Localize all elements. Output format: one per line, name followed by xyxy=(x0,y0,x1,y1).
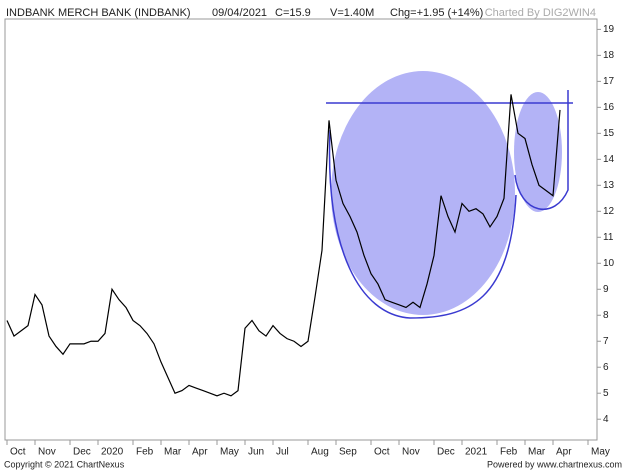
x-tick-label: Feb xyxy=(136,447,154,458)
x-tick-label: Dec xyxy=(73,447,91,458)
x-tick-label: Oct xyxy=(374,447,390,458)
y-tick-label: 19 xyxy=(603,24,615,35)
x-tick-label: 2020 xyxy=(101,447,124,458)
annotation-curve xyxy=(514,90,569,210)
price-line xyxy=(6,94,561,397)
y-tick-label: 11 xyxy=(603,232,614,243)
y-tick-label: 10 xyxy=(603,258,615,269)
x-tick-label: Nov xyxy=(402,447,420,458)
x-tick-label: Oct xyxy=(10,447,26,458)
header-change: Chg=+1.95 (+14%) xyxy=(390,7,483,19)
footer-left: Copyright © 2021 ChartNexus xyxy=(4,459,125,469)
y-tick-label: 17 xyxy=(603,76,615,87)
annotations xyxy=(326,71,573,319)
x-tick-label: Sep xyxy=(339,447,357,458)
x-tick-label: Dec xyxy=(437,447,455,458)
header-date: 09/04/2021 xyxy=(212,7,267,19)
x-tick-label: May xyxy=(220,447,239,458)
chart-title: INDBANK MERCH BANK (INDBANK) xyxy=(6,7,191,19)
x-tick-label: Apr xyxy=(556,447,572,458)
x-tick-label: Mar xyxy=(164,447,182,458)
footer-right: Powered by www.chartnexus.com xyxy=(487,459,622,469)
y-tick-label: 18 xyxy=(603,50,615,61)
y-tick-label: 8 xyxy=(603,310,609,321)
y-tick-label: 6 xyxy=(603,362,609,373)
header-close: C=15.9 xyxy=(275,7,311,19)
x-tick-label: Feb xyxy=(500,447,518,458)
y-tick-label: 13 xyxy=(603,180,615,191)
x-tick-label: Nov xyxy=(38,447,56,458)
x-tick-label: May xyxy=(591,447,610,458)
x-tick-label: 2021 xyxy=(465,447,488,458)
annotation-circle xyxy=(514,92,562,212)
y-tick-label: 7 xyxy=(603,336,609,347)
y-tick-label: 4 xyxy=(603,414,609,425)
x-tick-label: Jul xyxy=(276,447,289,458)
x-tick-label: Aug xyxy=(311,447,329,458)
x-tick-label: Apr xyxy=(192,447,208,458)
plot-frame xyxy=(4,18,598,441)
credit: Charted By DIG2WIN4 xyxy=(485,7,596,19)
annotation-curve xyxy=(328,129,517,319)
y-tick-label: 16 xyxy=(603,102,615,113)
y-tick-label: 14 xyxy=(603,154,615,165)
y-tick-label: 9 xyxy=(603,284,609,295)
x-tick-label: Jun xyxy=(248,447,264,458)
x-tick-label: Mar xyxy=(528,447,546,458)
annotation-circle xyxy=(331,71,515,315)
y-tick-label: 5 xyxy=(603,388,609,399)
y-tick-label: 12 xyxy=(603,206,615,217)
y-tick-label: 15 xyxy=(603,128,615,139)
header-volume: V=1.40M xyxy=(330,7,374,19)
